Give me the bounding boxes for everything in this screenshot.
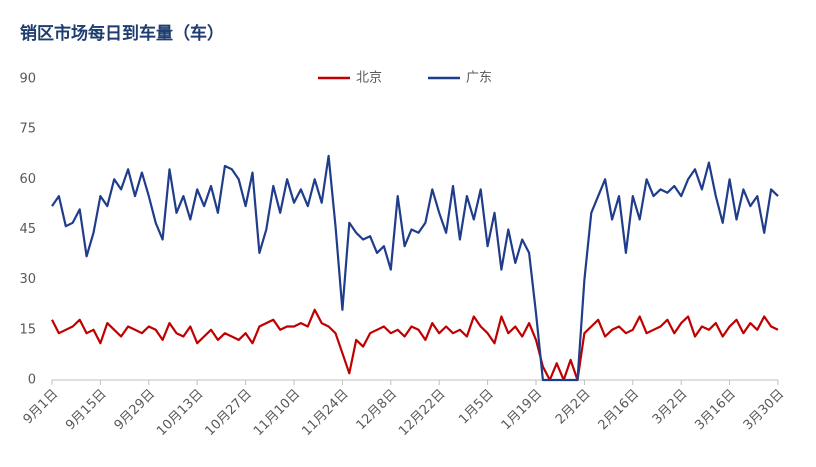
series-line: [51, 154, 779, 382]
y-tick-label: 60: [19, 172, 36, 187]
chart-title: 销区市场每日到车量（车）: [20, 23, 224, 44]
x-tick-label: 9月15日: [63, 387, 110, 434]
y-tick-label: 15: [19, 322, 36, 337]
x-tick-label: 11月10日: [251, 387, 303, 439]
legend-label: 广东: [466, 71, 492, 86]
legend-label: 北京: [356, 71, 382, 86]
x-tick-label: 11月24日: [299, 387, 351, 439]
y-tick-label: 90: [19, 72, 36, 87]
x-tick-label: 12月8日: [354, 387, 401, 434]
x-tick-label: 1月5日: [456, 387, 497, 428]
x-tick-label: 12月22日: [396, 387, 448, 439]
y-tick-label: 30: [19, 272, 36, 287]
x-tick-label: 3月2日: [650, 387, 691, 428]
x-tick-label: 9月29日: [112, 387, 159, 434]
x-tick-label: 1月19日: [499, 387, 546, 434]
y-tick-label: 0: [28, 373, 36, 388]
x-tick-label: 2月2日: [553, 387, 594, 428]
y-tick-label: 45: [19, 222, 36, 237]
y-tick-label: 75: [19, 122, 36, 137]
x-tick-label: 9月1日: [21, 387, 62, 428]
x-tick-label: 3月16日: [692, 387, 739, 434]
series-line: [51, 308, 779, 382]
x-tick-label: 10月13日: [154, 387, 206, 439]
x-tick-label: 10月27日: [203, 387, 255, 439]
x-tick-label: 3月30日: [741, 387, 788, 434]
x-tick-label: 2月16日: [596, 387, 643, 434]
